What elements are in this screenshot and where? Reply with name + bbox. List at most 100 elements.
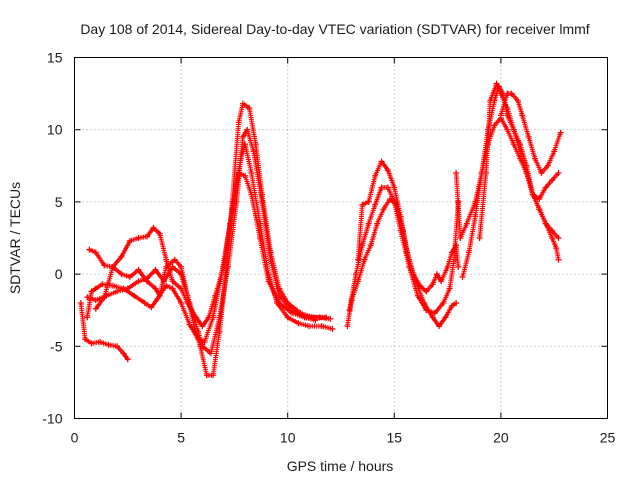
data-point	[77, 300, 84, 306]
data-point	[344, 323, 351, 330]
data-point	[327, 315, 334, 322]
data-point	[442, 314, 449, 321]
data-point	[235, 119, 242, 126]
data-point	[197, 343, 204, 350]
data-point	[323, 314, 330, 321]
data-point	[352, 271, 359, 278]
data-point	[124, 285, 131, 292]
x-tick-label: 0	[71, 430, 79, 446]
data-point	[88, 340, 95, 347]
y-tick-label: -10	[42, 411, 62, 427]
data-point	[549, 235, 556, 241]
data-point	[329, 326, 336, 332]
data-point	[141, 300, 148, 306]
data-point	[244, 126, 251, 133]
data-point	[124, 356, 131, 363]
data-point	[306, 323, 312, 330]
x-tick-label: 25	[600, 430, 616, 446]
data-point	[517, 148, 524, 155]
data-point	[259, 191, 266, 198]
y-tick-label: 5	[55, 194, 63, 210]
data-point	[84, 294, 91, 301]
data-point	[101, 262, 108, 269]
data-point	[549, 227, 556, 234]
data-point	[109, 263, 116, 270]
data-point	[205, 314, 212, 321]
data-point	[544, 162, 551, 169]
data-point	[105, 341, 112, 348]
series-track-11	[476, 80, 562, 241]
data-point	[310, 314, 317, 321]
data-point	[178, 285, 185, 292]
data-point	[493, 80, 500, 87]
data-point	[529, 191, 536, 198]
data-point	[257, 220, 263, 227]
data-point	[229, 206, 236, 213]
data-point	[88, 288, 95, 295]
data-point	[210, 372, 217, 379]
data-point	[391, 198, 398, 205]
data-point	[359, 201, 366, 208]
data-point	[365, 220, 372, 227]
data-point	[497, 90, 504, 97]
x-tick-label: 5	[177, 430, 185, 446]
data-point	[97, 339, 104, 345]
data-point	[184, 300, 191, 306]
data-point	[497, 112, 504, 119]
series-track-8	[355, 158, 462, 295]
data-point	[216, 328, 223, 335]
series-track-12	[497, 90, 564, 176]
data-point	[126, 274, 133, 280]
data-point	[519, 112, 526, 119]
y-tick-label: 0	[55, 266, 63, 282]
data-point	[99, 281, 106, 288]
data-point	[207, 350, 214, 357]
data-point	[355, 256, 362, 263]
data-point	[508, 90, 515, 97]
data-point	[459, 274, 466, 280]
data-point	[148, 304, 155, 311]
data-point	[444, 263, 451, 270]
data-point	[423, 307, 430, 314]
data-point	[126, 237, 133, 244]
data-point	[152, 266, 159, 273]
data-point	[276, 285, 283, 292]
data-point	[453, 300, 460, 306]
data-point	[551, 148, 558, 155]
y-tick-label: 10	[47, 122, 63, 138]
data-point	[397, 213, 404, 220]
data-point	[555, 170, 562, 176]
data-point	[491, 122, 498, 129]
data-point	[199, 323, 206, 330]
data-point	[423, 288, 430, 295]
data-point	[178, 300, 185, 306]
data-point	[429, 314, 436, 321]
data-point	[118, 253, 125, 260]
x-tick-label: 20	[493, 430, 509, 446]
data-points	[77, 80, 564, 379]
data-point	[487, 97, 494, 104]
data-point	[463, 220, 470, 227]
data-point	[440, 300, 447, 306]
data-point	[346, 307, 353, 314]
series-track-5	[92, 141, 336, 332]
data-point	[82, 336, 89, 343]
data-point	[465, 249, 472, 256]
data-point	[436, 323, 443, 330]
x-tick-label: 15	[387, 430, 403, 446]
grid-lines	[74, 57, 608, 419]
data-point	[404, 249, 411, 256]
series-track-4	[86, 100, 330, 379]
data-point	[416, 282, 423, 289]
data-point	[131, 292, 138, 299]
data-point	[448, 302, 455, 309]
data-point	[109, 282, 116, 289]
data-point	[92, 249, 99, 256]
data-point	[190, 321, 197, 328]
data-point	[472, 213, 479, 220]
data-point	[265, 271, 272, 278]
x-axis-label: GPS time / hours	[287, 458, 394, 474]
data-point	[118, 271, 125, 278]
data-point	[92, 297, 99, 304]
data-point	[384, 184, 391, 191]
